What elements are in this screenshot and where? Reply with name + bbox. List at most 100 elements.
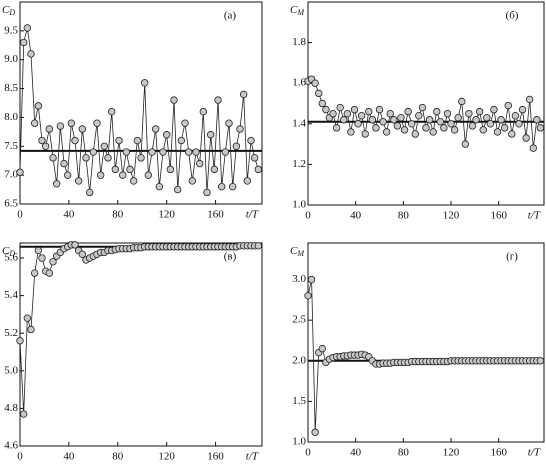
y-tick-label: 1.0	[292, 436, 306, 448]
data-point	[27, 50, 35, 58]
x-tick-label: 80	[398, 447, 410, 459]
data-point	[148, 148, 156, 156]
data-point	[500, 124, 509, 132]
data-point	[181, 119, 189, 127]
data-point	[115, 136, 123, 145]
data-point	[307, 275, 316, 284]
data-point	[454, 114, 462, 122]
x-axis-label: t/T	[528, 447, 541, 459]
data-point	[347, 128, 355, 136]
data-point	[19, 38, 28, 47]
y-axis-label-main: C	[290, 245, 298, 257]
data-point	[350, 105, 359, 114]
data-point	[30, 119, 39, 127]
data-point	[447, 120, 455, 128]
data-point	[397, 114, 405, 122]
data-point	[329, 109, 337, 118]
data-point	[436, 118, 445, 126]
data-point	[465, 109, 473, 118]
data-point	[74, 177, 83, 185]
data-point	[71, 241, 79, 249]
data-point	[82, 154, 90, 162]
data-point	[382, 128, 391, 136]
x-tick-label: 0	[17, 451, 23, 463]
data-point	[184, 148, 193, 156]
data-point	[254, 242, 263, 250]
data-line	[307, 78, 541, 149]
data-point	[472, 116, 480, 124]
data-point	[368, 116, 377, 124]
data-point	[85, 188, 94, 197]
data-point	[386, 109, 394, 118]
data-point	[23, 24, 32, 32]
data-point	[254, 165, 263, 174]
data-point	[162, 131, 171, 139]
data-point	[525, 95, 534, 104]
x-tick-label: 80	[112, 209, 124, 221]
y-tick-label: 8.5	[4, 82, 18, 94]
data-point	[107, 107, 116, 116]
data-point	[126, 165, 134, 174]
data-point	[318, 99, 327, 108]
data-point	[304, 292, 312, 300]
data-point	[415, 111, 423, 120]
data-point	[433, 107, 441, 116]
data-point	[203, 188, 211, 197]
plot-frame	[19, 1, 263, 205]
data-point	[96, 171, 105, 179]
data-point	[340, 116, 348, 124]
x-tick-label: 120	[443, 447, 460, 459]
data-point	[206, 131, 215, 139]
data-point	[63, 171, 72, 179]
data-line	[19, 27, 259, 193]
data-point	[111, 165, 120, 174]
data-point	[497, 116, 505, 124]
y-axis-label-main: C	[290, 4, 298, 16]
data-point	[100, 142, 109, 150]
data-point	[536, 124, 545, 132]
data-point	[440, 124, 448, 132]
y-tick-label: 1.5	[292, 395, 306, 407]
data-point	[522, 134, 530, 142]
x-tick-label: 40	[63, 209, 75, 221]
data-point	[404, 107, 412, 116]
data-point	[67, 119, 76, 127]
data-point	[375, 105, 384, 114]
data-point	[529, 144, 537, 152]
data-point	[236, 125, 244, 133]
panel-label: (г)	[506, 251, 518, 263]
y-axis-label-main: C	[2, 245, 10, 257]
y-axis-label: CM	[290, 245, 305, 258]
y-tick-label: 7.0	[4, 169, 18, 181]
x-tick-label: 0	[305, 447, 311, 459]
data-point	[45, 269, 54, 277]
data-point	[27, 325, 35, 334]
data-point	[422, 124, 430, 132]
data-point	[34, 102, 43, 110]
data-point	[151, 125, 160, 133]
data-point	[188, 177, 197, 185]
y-tick-label: 9.0	[4, 53, 18, 65]
x-axis-label: t/T	[246, 209, 259, 221]
data-point	[490, 105, 498, 114]
x-tick-label: 160	[207, 451, 224, 463]
data-point	[429, 128, 437, 136]
data-point	[511, 111, 520, 120]
data-point	[16, 168, 24, 176]
data-point	[250, 154, 259, 162]
data-point	[354, 120, 362, 128]
x-axis-label: t/T	[528, 210, 541, 222]
data-point	[118, 171, 127, 179]
data-point	[93, 119, 101, 127]
data-point	[450, 126, 459, 134]
y-tick-label: 1.6	[292, 77, 306, 89]
x-tick-label: 160	[490, 210, 507, 222]
y-axis-label-sub: M	[296, 8, 305, 17]
data-point	[508, 130, 516, 138]
y-tick-label: 5.2	[4, 327, 18, 339]
y-tick-label: 1.0	[292, 199, 306, 211]
data-point	[468, 122, 477, 130]
data-point	[155, 182, 164, 191]
data-point	[195, 159, 204, 168]
